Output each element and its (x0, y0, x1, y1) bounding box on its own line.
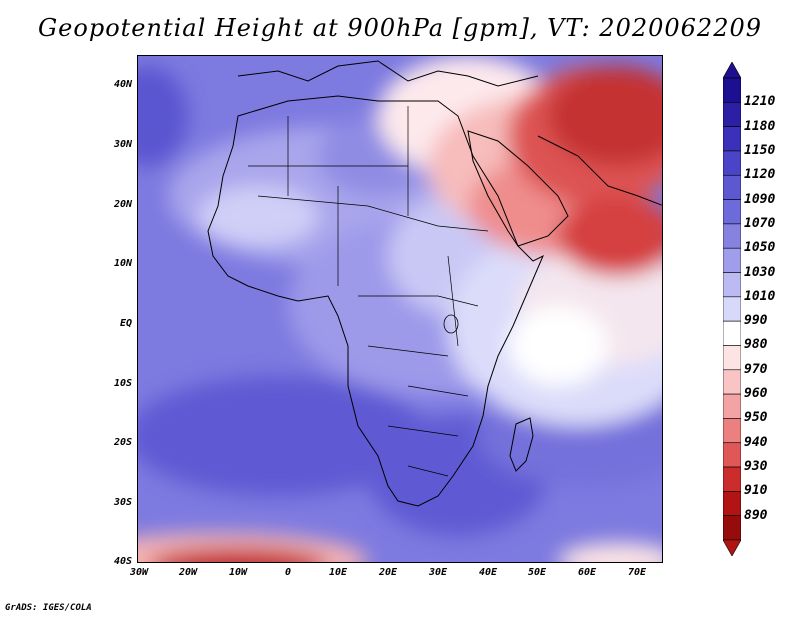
colorbar-box (723, 77, 741, 103)
colorbar-box (723, 102, 741, 127)
colorbar-box (723, 272, 741, 298)
colorbar-box (723, 466, 741, 492)
colorbar-label: 1090 (744, 191, 776, 207)
colorbar-label: 940 (744, 434, 768, 450)
colorbar-box (723, 150, 741, 176)
lon-label: 50E (527, 567, 547, 578)
lat-label: 10N (113, 258, 132, 269)
lat-label: 10S (113, 378, 132, 389)
field-contours (138, 56, 662, 562)
colorbar-box (723, 515, 741, 541)
lat-label: 40S (113, 556, 132, 567)
colorbar-label: 890 (744, 507, 768, 523)
colorbar-box (723, 174, 741, 200)
colorbar-box (723, 442, 741, 468)
colorbar (723, 62, 741, 556)
map-field (138, 56, 662, 562)
colorbar-label: 910 (744, 483, 768, 499)
colorbar-max-arrow (723, 62, 741, 79)
colorbar-label: 1180 (744, 118, 776, 134)
lat-label: 20S (113, 437, 132, 448)
lon-label: 20E (378, 567, 398, 578)
colorbar-label: 1030 (744, 264, 776, 280)
colorbar-box (723, 418, 741, 444)
colorbar-label: 990 (744, 313, 768, 329)
colorbar-box (723, 199, 741, 225)
lon-label: 40E (478, 567, 498, 578)
lon-label: 10E (328, 567, 348, 578)
colorbar-label: 980 (744, 337, 768, 353)
colorbar-label: 1150 (744, 142, 776, 158)
colorbar-box (723, 345, 741, 371)
colorbar-label: 1070 (744, 215, 776, 231)
colorbar-label: 960 (744, 386, 768, 402)
lat-label: 30S (113, 497, 132, 508)
lon-label: 70E (627, 567, 647, 578)
lon-label: 30W (129, 567, 149, 578)
africa-coastline (207, 95, 544, 507)
lat-label: EQ (119, 318, 132, 329)
colorbar-min-arrow (723, 539, 741, 556)
colorbar-box (723, 491, 741, 516)
country-borders (248, 106, 489, 477)
arabia-outline (467, 130, 569, 247)
colorbar-box (723, 126, 741, 152)
lon-label: 0 (284, 567, 292, 578)
lon-label: 20W (178, 567, 198, 578)
colorbar-box (723, 247, 741, 273)
lat-label: 40N (113, 79, 132, 90)
map-panel (137, 55, 663, 563)
colorbar-label: 1010 (744, 288, 776, 304)
madagascar-outline (509, 417, 534, 472)
asia-coastline (537, 135, 662, 206)
colorbar-label: 1050 (744, 240, 776, 256)
lon-label: 60E (577, 567, 597, 578)
colorbar-label: 930 (744, 459, 768, 475)
colorbar-label: 950 (744, 410, 768, 426)
chart-title: Geopotential Height at 900hPa [gpm], VT:… (38, 14, 762, 42)
credit-text: GrADS: IGES/COLA (5, 603, 92, 613)
colorbar-box (723, 296, 741, 322)
lon-label: 10W (228, 567, 248, 578)
lake-outline (443, 314, 459, 334)
colorbar-label: 970 (744, 361, 768, 377)
colorbar-label: 1210 (744, 94, 776, 110)
lat-label: 20N (113, 199, 132, 210)
lat-label: 30N (113, 139, 132, 150)
colorbar-box (723, 393, 741, 419)
colorbar-box (723, 320, 741, 346)
colorbar-box (723, 223, 741, 249)
colorbar-box (723, 369, 741, 395)
europe-coastline (237, 60, 539, 87)
lon-label: 30E (428, 567, 448, 578)
colorbar-label: 1120 (744, 167, 776, 183)
